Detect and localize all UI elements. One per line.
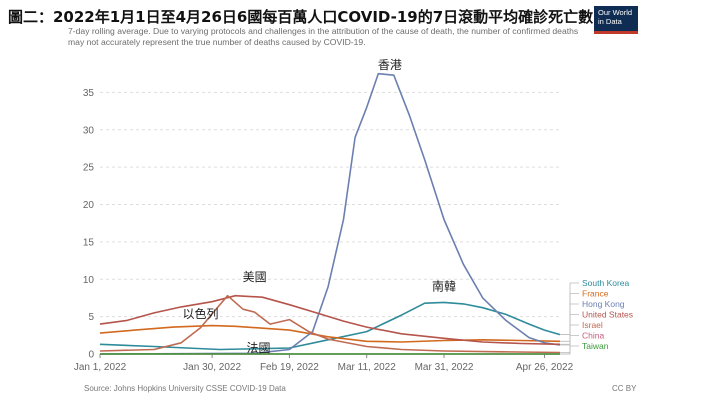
y-tick-label-30: 30 [83, 125, 95, 136]
owid-logo[interactable]: Our World in Data [594, 6, 638, 34]
chart-title: 圖二：2022年1月1日至4月26日6國每百萬人口COVID-19的7日滾動平均… [8, 8, 594, 26]
legend-connector-united-states [560, 314, 579, 345]
series-line-united-states [99, 294, 561, 346]
x-tick-label-1: Jan 30, 2022 [183, 362, 241, 373]
legend-label-israel: Israel [582, 320, 603, 330]
logo-line-1: Our World [598, 8, 633, 17]
logo-accent-bar [594, 31, 638, 34]
annotation-france: 法國 [246, 341, 270, 355]
annotation-united-states: 美國 [243, 270, 267, 284]
y-tick-label-25: 25 [83, 163, 95, 174]
x-tick-label-4: Mar 31, 2022 [415, 362, 474, 373]
series-line-hong-kong [99, 72, 561, 355]
series-line-israel [99, 294, 561, 354]
x-tick-label-5: Apr 26, 2022 [516, 362, 574, 373]
x-tick-label-2: Feb 19, 2022 [260, 362, 319, 373]
y-tick-label-10: 10 [83, 275, 95, 286]
annotation-hong-kong: 香港 [378, 58, 402, 72]
legend-connector-france [560, 293, 579, 342]
legend-connector-taiwan [560, 345, 579, 355]
logo-line-2: in Data [598, 16, 622, 26]
legend-label-france: France [582, 289, 609, 299]
y-tick-label-5: 5 [88, 312, 94, 323]
chart-subtitle: 7-day rolling average. Due to varying pr… [68, 26, 579, 47]
legend-label-south-korea: South Korea [582, 278, 630, 288]
legend-label-taiwan: Taiwan [582, 341, 609, 351]
legend-connector-hong-kong [560, 303, 579, 346]
y-tick-label-15: 15 [83, 237, 95, 248]
legend-connector-israel [560, 324, 579, 353]
y-tick-label-0: 0 [88, 350, 94, 361]
legend-label-china: China [582, 331, 604, 341]
series-line-france [99, 324, 561, 343]
legend-label-hong-kong: Hong Kong [582, 299, 625, 309]
source-note[interactable]: Source: Johns Hopkins University CSSE CO… [84, 384, 286, 393]
y-tick-label-35: 35 [83, 88, 95, 99]
x-tick-label-0: Jan 1, 2022 [74, 362, 127, 373]
y-tick-label-20: 20 [83, 200, 95, 211]
annotation-south-korea: 南韓 [432, 278, 456, 293]
legend-connector-south-korea [560, 282, 579, 335]
series-line-south-korea [99, 301, 561, 351]
license-note[interactable]: CC BY [612, 384, 637, 393]
annotation-israel: 以色列 [182, 307, 218, 321]
x-tick-label-3: Mar 11, 2022 [338, 362, 397, 373]
legend-label-united-states: United States [582, 310, 633, 320]
